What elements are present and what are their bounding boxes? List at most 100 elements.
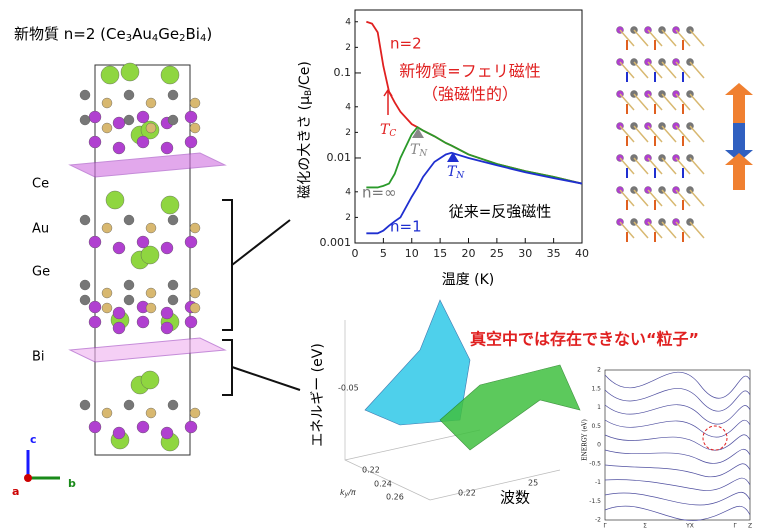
- atom: [79, 89, 91, 101]
- bond: [689, 29, 705, 47]
- x-tick-label: 20: [462, 247, 476, 260]
- layer: [68, 152, 227, 178]
- atom: [123, 214, 135, 226]
- band2-frame: [604, 369, 751, 521]
- y-tick-label: 2: [345, 213, 351, 223]
- atom: [88, 135, 102, 149]
- atom: [189, 222, 201, 234]
- atom: [120, 62, 140, 82]
- atom: [101, 122, 113, 134]
- bond: [675, 157, 691, 175]
- y-tick-label: 0.001: [320, 236, 352, 249]
- bond: [633, 157, 649, 175]
- band2-tick: 2: [597, 367, 601, 374]
- tn-arrow: [412, 128, 424, 138]
- atom: [140, 370, 160, 390]
- bond: [675, 221, 691, 239]
- atom: [123, 399, 135, 411]
- band-line: [604, 434, 751, 451]
- series-label: n=2: [390, 35, 422, 53]
- bond: [619, 29, 635, 47]
- band-line: [604, 419, 751, 438]
- atom: [189, 122, 201, 134]
- atom: [100, 65, 120, 85]
- atom: [101, 287, 113, 299]
- series-line: [366, 151, 583, 235]
- triad: [24, 474, 32, 482]
- big-arrow: [725, 153, 753, 190]
- atom: [112, 426, 126, 440]
- atom: [101, 302, 113, 314]
- atom: [79, 279, 91, 291]
- bond: [689, 93, 705, 111]
- x-tick-label: 40: [575, 247, 589, 260]
- bond: [661, 221, 677, 239]
- atom: [136, 315, 150, 329]
- bond: [633, 61, 649, 79]
- bond: [661, 125, 677, 143]
- band2-xlabel: Z: [748, 523, 752, 530]
- bond: [619, 189, 635, 207]
- atom: [167, 89, 179, 101]
- bond: [675, 125, 691, 143]
- atom: [184, 110, 198, 124]
- atom: [167, 114, 179, 126]
- atom: [167, 294, 179, 306]
- atom: [123, 294, 135, 306]
- axis-label: c: [30, 433, 37, 446]
- atom: [145, 97, 157, 109]
- bond: [689, 125, 705, 143]
- x-tick-label: 10: [405, 247, 419, 260]
- axis-label: b: [68, 477, 76, 490]
- atom: [79, 114, 91, 126]
- bond: [647, 125, 663, 143]
- atom: [145, 122, 157, 134]
- atom: [136, 235, 150, 249]
- atom: [160, 321, 174, 335]
- band2-xlabel: Γ: [603, 523, 607, 530]
- bond: [675, 93, 691, 111]
- band-line: [604, 404, 751, 425]
- atom: [79, 294, 91, 306]
- tick-label: -0.05: [338, 384, 359, 393]
- atom: [112, 306, 126, 320]
- bond: [661, 93, 677, 111]
- band2-tick: 0: [597, 442, 601, 449]
- annotation: 新物質=フェリ磁性: [399, 62, 540, 81]
- layer: [68, 337, 227, 363]
- band2-y-label: ENERGY (eV): [582, 419, 589, 461]
- bond: [647, 29, 663, 47]
- band-line: [604, 371, 751, 399]
- bond: [689, 157, 705, 175]
- bond: [661, 189, 677, 207]
- bond: [675, 29, 691, 47]
- bond: [633, 221, 649, 239]
- band2-tick: -2: [595, 517, 601, 524]
- wave-label: 波数: [500, 489, 530, 507]
- atom: [88, 235, 102, 249]
- tick-label: 0.24: [374, 480, 392, 489]
- annotation: TN: [447, 164, 465, 181]
- y-axis-label: 磁化の大きさ (μB/Ce): [297, 61, 314, 199]
- band2-tick: -0.5: [589, 460, 601, 467]
- tn-arrow: [447, 152, 459, 162]
- atom: [189, 407, 201, 419]
- band-line: [604, 492, 751, 506]
- annotation: TN: [410, 142, 428, 159]
- bond: [633, 93, 649, 111]
- k-label: ky/π: [340, 488, 356, 498]
- band2-tick: -1: [595, 479, 601, 486]
- atom: [189, 287, 201, 299]
- bond: [689, 61, 705, 79]
- unit-cell: [94, 64, 191, 456]
- band2-xlabel: Σ: [643, 523, 647, 530]
- atom: [189, 97, 201, 109]
- atom: [189, 302, 201, 314]
- atom: [112, 116, 126, 130]
- tick-label: 0.22: [362, 466, 380, 475]
- bond: [619, 61, 635, 79]
- x-tick-label: 15: [433, 247, 447, 260]
- atom: [160, 65, 180, 85]
- atom: [167, 279, 179, 291]
- decoration: [24, 26, 753, 521]
